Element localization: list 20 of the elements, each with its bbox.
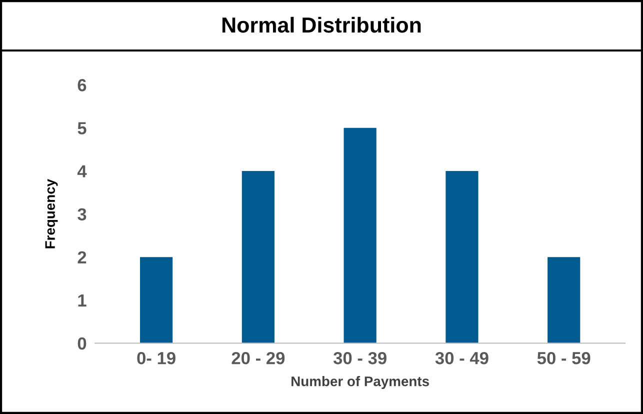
chart-title: Normal Distribution <box>222 16 421 33</box>
y-tick-label: 2 <box>78 251 86 264</box>
x-tick-label: 30 - 49 <box>435 352 488 364</box>
y-tick-label: 6 <box>78 79 86 92</box>
y-tick-label: 0 <box>78 337 86 350</box>
bar <box>140 257 173 344</box>
bar <box>242 170 274 344</box>
bar <box>548 257 580 344</box>
x-tick-label: 0- 19 <box>137 352 176 364</box>
x-tick-label: 20 - 29 <box>232 352 285 364</box>
y-tick-label: 4 <box>77 165 87 178</box>
y-tick-label: 3 <box>78 208 86 221</box>
x-tick-label: 30 - 39 <box>333 352 386 364</box>
bar <box>446 170 478 344</box>
y-axis-title: Frequency <box>45 178 58 248</box>
x-tick-label: 50 - 59 <box>537 352 590 364</box>
x-axis-title: Number of Payments <box>292 376 429 390</box>
y-tick-label: 5 <box>78 122 86 134</box>
bar <box>344 128 376 344</box>
y-tick-label: 1 <box>78 294 86 306</box>
